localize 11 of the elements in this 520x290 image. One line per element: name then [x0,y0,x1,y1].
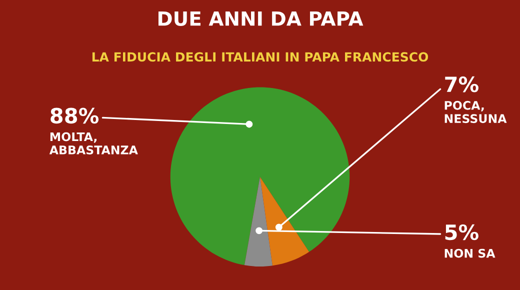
slice-label: POCA, NESSUNA [444,100,507,124]
chart-subtitle: LA FIDUCIA DEGLI ITALIANI IN PAPA FRANCESCO [92,52,428,62]
chart-title: DUE ANNI DA PAPA [158,11,364,26]
data-label: 88% [50,108,99,124]
pie-slice [260,176,310,266]
data-label: 5% [445,224,478,240]
slice-label: MOLTA, ABBASTANZA [49,132,138,154]
pie-slice [244,176,272,267]
pie-slice [170,87,350,266]
slice-label: NON SA [444,248,496,258]
data-label: 7% [445,76,478,92]
